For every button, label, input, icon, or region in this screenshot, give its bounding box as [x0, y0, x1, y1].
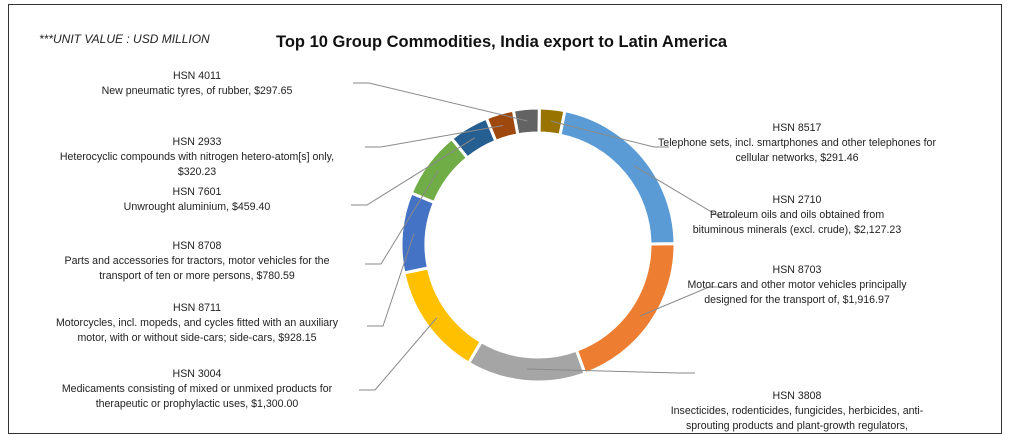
- leader-line: [526, 368, 695, 374]
- slice-label-code: HSN 3808: [773, 390, 822, 402]
- slice-label-line: Motorcycles, incl. mopeds, and cycles fi…: [56, 317, 339, 329]
- slice-label: HSN 4011 New pneumatic tyres, of rubber, …: [102, 70, 293, 97]
- slice-label-line: $320.23: [178, 166, 216, 178]
- slice-label: HSN 7601 Unwrought aluminium, $459.40: [124, 186, 271, 213]
- slice-label: HSN 2933 Heterocyclic compounds with nitr…: [60, 136, 334, 178]
- slice-label-code: HSN 2710: [773, 194, 822, 206]
- slice-label-code: HSN 4011: [173, 70, 221, 82]
- slice-label: HSN 8708 Parts and accessories for tracto…: [65, 240, 330, 282]
- leader-lines: [351, 82, 737, 391]
- slice-label-line: Motor cars and other motor vehicles prin…: [687, 279, 907, 291]
- chart-title: Top 10 Group Commodities, India export t…: [276, 33, 728, 51]
- slice-labels: HSN 2710 Petroleum oils and oils obtained…: [56, 70, 936, 435]
- slice-label: HSN 3004 Medicaments consisting of mixed …: [62, 368, 333, 410]
- leader-line: [365, 124, 504, 148]
- slice-label: HSN 3808 Insecticides, rodenticides, fung…: [671, 390, 924, 435]
- slice-label-line: motor, with or without side-cars; side-c…: [77, 332, 316, 344]
- slice-label-line: bituminous minerals (excl. crude), $2,12…: [693, 224, 902, 236]
- leader-line: [359, 317, 438, 391]
- slice-label: HSN 8703 Motor cars and other motor vehic…: [687, 264, 907, 306]
- slice-label-code: HSN 2933: [173, 136, 222, 148]
- leader-line: [550, 120, 669, 148]
- slice-label-code: HSN 7601: [173, 186, 222, 198]
- slice-label-line: designed for the transport of, $1,916.97: [704, 294, 890, 306]
- slice-label-line: Medicaments consisting of mixed or unmix…: [62, 383, 333, 395]
- leader-line: [633, 165, 737, 218]
- slice-label: HSN 2710 Petroleum oils and oils obtained…: [693, 194, 902, 236]
- unit-note: ***UNIT VALUE : USD MILLION: [39, 32, 210, 46]
- slice-label-line: Insecticides, rodenticides, fungicides, …: [671, 405, 924, 417]
- slice-label-line: Telephone sets, incl. smartphones and ot…: [658, 137, 936, 149]
- donut-slice-hsn-2710: [558, 108, 677, 246]
- slice-label-code: HSN 8711: [173, 302, 221, 314]
- slice-label-line: cellular networks, $291.46: [735, 152, 858, 164]
- donut-chart: ***UNIT VALUE : USD MILLION Top 10 Group…: [39, 32, 936, 435]
- slice-label-line: Parts and accessories for tractors, moto…: [65, 255, 330, 267]
- leader-line: [353, 82, 528, 122]
- donut-slices: [399, 106, 677, 384]
- leader-line: [367, 233, 415, 327]
- leader-line: [640, 286, 725, 317]
- donut-slice-hsn-4011: [511, 106, 541, 137]
- slice-label-code: HSN 8708: [173, 240, 222, 252]
- slice-label-line: transport of ten or more persons, $780.5…: [99, 270, 295, 282]
- slice-label-line: Petroleum oils and oils obtained from: [710, 209, 884, 221]
- leader-line: [365, 170, 439, 265]
- slice-label-code: HSN 8703: [773, 264, 822, 276]
- slice-label: HSN 8517 Telephone sets, incl. smartphone…: [658, 122, 936, 164]
- slice-label-line: Unwrought aluminium, $459.40: [124, 201, 271, 213]
- donut-slice-hsn-3004: [402, 266, 484, 366]
- slice-label-line: Heterocyclic compounds with nitrogen het…: [60, 151, 334, 163]
- slice-label: HSN 8711 Motorcycles, incl. mopeds, and c…: [56, 302, 339, 344]
- slice-label-line: New pneumatic tyres, of rubber, $297.65: [102, 85, 293, 97]
- slice-label-code: HSN 8517: [773, 122, 822, 134]
- chart-frame: ***UNIT VALUE : USD MILLION Top 10 Group…: [8, 4, 1002, 434]
- slice-label-line: therapeutic or prophylactic uses, $1,300…: [96, 398, 299, 410]
- donut-slice-hsn-3808: [466, 339, 587, 384]
- leader-line: [351, 137, 475, 206]
- slice-label-line: sprouting products and plant-growth regu…: [686, 420, 908, 432]
- donut-slice-hsn-8703: [574, 242, 677, 376]
- slice-label-code: HSN 3004: [173, 368, 222, 380]
